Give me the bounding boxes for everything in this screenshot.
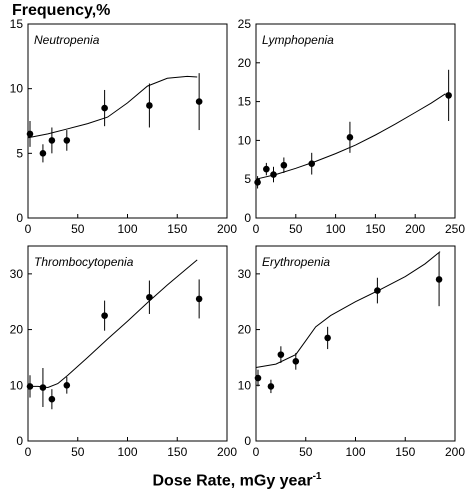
data-point [263, 165, 270, 173]
data-point [280, 161, 288, 169]
model-curve [28, 259, 198, 389]
x-tick-label: 200 [217, 445, 237, 459]
x-tick-label: 100 [345, 445, 365, 459]
panel-title: Neutropenia [34, 33, 100, 47]
panel-title: Thrombocytopenia [34, 255, 134, 269]
x-tick-label: 100 [326, 222, 346, 236]
y-tick-label: 10 [238, 378, 252, 392]
data-point [195, 98, 203, 105]
data-point [146, 293, 153, 301]
data-point [270, 171, 277, 178]
y-tick-label: 25 [238, 17, 252, 31]
x-axis-label: Dose Rate, mGy year-1 [0, 471, 474, 490]
x-tick-label: 150 [395, 445, 415, 459]
data-point [277, 351, 285, 358]
x-tick-label: 150 [167, 222, 187, 236]
panel-erythropenia: 0 50 100 150 200 0 10 20 30 Erythropenia [238, 245, 465, 459]
y-tick-label: 0 [244, 211, 251, 225]
x-axis-label-exponent: -1 [312, 471, 322, 482]
data-point [26, 130, 34, 138]
x-tick-label: 200 [405, 222, 425, 236]
y-tick-label: 10 [10, 378, 24, 392]
x-tick-label: 0 [25, 222, 32, 236]
data-point [308, 160, 316, 167]
y-tick-label: 5 [244, 172, 251, 186]
panel-thrombocytopenia: 0 50 100 150 200 0 10 20 30 Thrombocytopenia [10, 245, 237, 459]
data-point [39, 150, 47, 157]
data-point [267, 383, 275, 390]
plot-frame [255, 23, 456, 219]
x-tick-label: 250 [445, 222, 465, 236]
data-point [26, 383, 34, 390]
y-tick-label: 15 [10, 17, 24, 31]
plot-frame [27, 245, 228, 442]
data-point [39, 384, 47, 391]
x-tick-label: 200 [445, 445, 465, 459]
x-tick-label: 150 [365, 222, 385, 236]
model-curve [255, 251, 441, 368]
data-point [324, 334, 331, 342]
x-tick-label: 0 [253, 445, 260, 459]
model-curve [255, 93, 446, 180]
x-tick-label: 100 [117, 445, 137, 459]
x-tick-label: 0 [253, 222, 260, 236]
x-tick-label: 50 [71, 222, 85, 236]
plot-frame [255, 245, 456, 442]
y-tick-label: 15 [238, 95, 252, 109]
data-point [48, 395, 56, 403]
data-point [101, 312, 108, 319]
y-tick-label: 30 [10, 267, 24, 281]
y-tick-label: 0 [16, 211, 23, 225]
x-axis-label-text: Dose Rate, mGy year [152, 472, 313, 490]
y-tick-label: 0 [244, 434, 251, 448]
data-point [101, 104, 108, 112]
y-tick-label: 10 [10, 82, 24, 96]
y-tick-label: 0 [16, 434, 23, 448]
y-tick-label: 5 [16, 146, 23, 160]
x-tick-label: 0 [25, 445, 32, 459]
model-curve [27, 75, 198, 139]
x-tick-label: 50 [289, 222, 303, 236]
y-tick-label: 10 [238, 133, 252, 147]
data-point [146, 102, 153, 109]
data-point [63, 137, 71, 144]
y-axis-label: Frequency,% [12, 2, 111, 19]
y-tick-label: 20 [238, 56, 252, 70]
data-point [346, 133, 354, 141]
x-tick-label: 150 [167, 445, 187, 459]
y-tick-label: 30 [238, 267, 252, 281]
x-tick-label: 100 [117, 222, 137, 236]
y-tick-label: 20 [238, 323, 252, 337]
panel-neutropenia: 0 50 100 150 200 0 5 10 15 Neutropenia [10, 17, 238, 236]
data-point [292, 358, 300, 365]
data-point [63, 381, 71, 389]
x-tick-label: 200 [217, 222, 237, 236]
panel-lymphopenia: 0 50 100 150 200 250 0 5 10 15 20 25 Lymphopenia [238, 17, 466, 236]
x-tick-label: 50 [299, 445, 313, 459]
data-point [254, 374, 262, 382]
panel-title: Erythropenia [262, 255, 330, 269]
data-point [435, 276, 443, 283]
data-point [374, 287, 381, 294]
data-point [445, 92, 452, 99]
y-tick-label: 20 [10, 323, 24, 337]
data-point [254, 179, 261, 186]
plot-frame [27, 23, 228, 219]
panel-title: Lymphopenia [262, 33, 334, 47]
x-tick-label: 50 [71, 445, 85, 459]
data-point [195, 295, 203, 303]
data-point [48, 137, 56, 144]
